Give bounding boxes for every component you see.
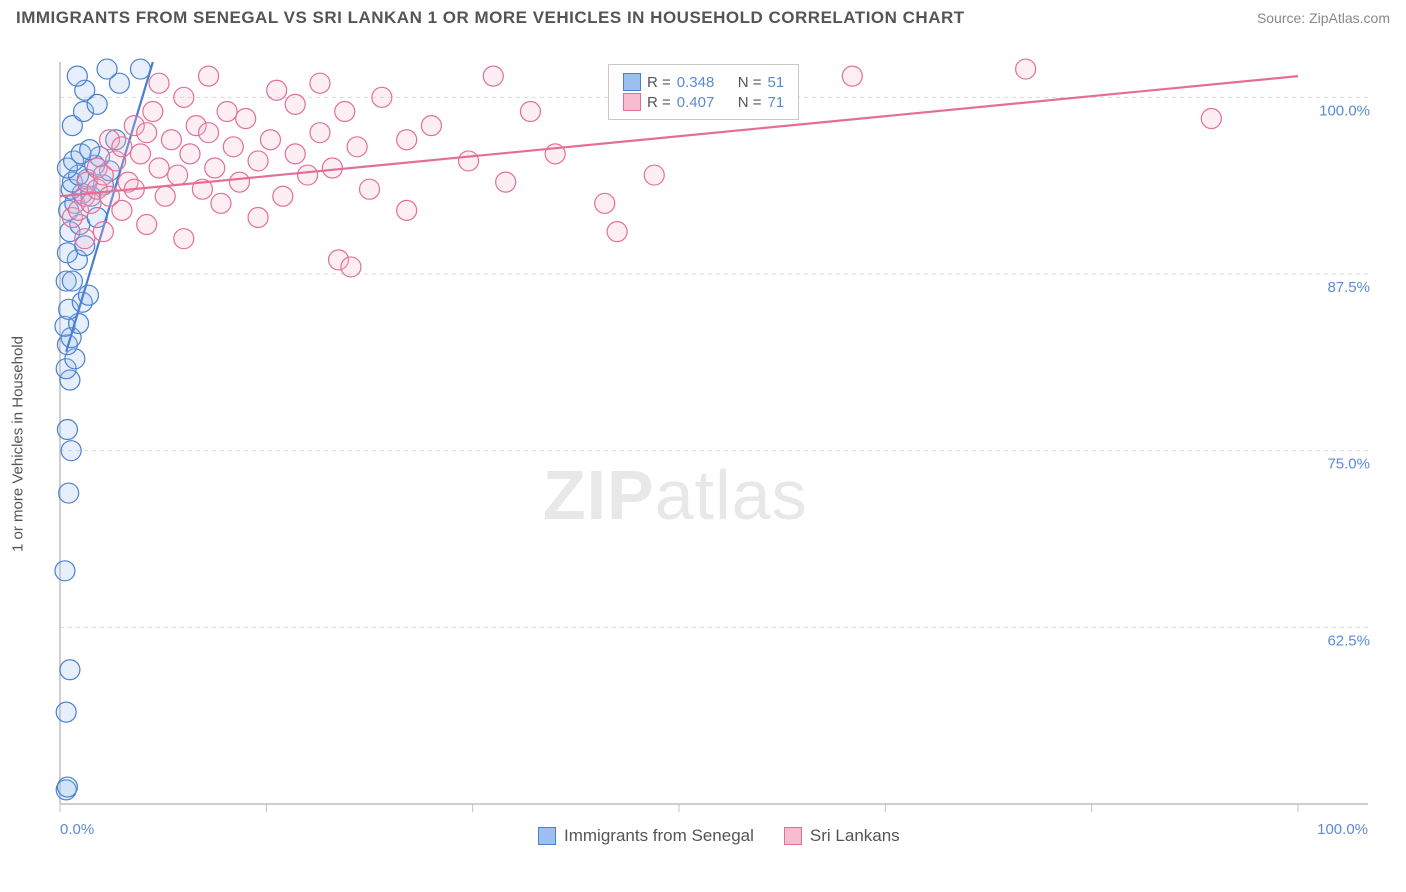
chart-title: IMMIGRANTS FROM SENEGAL VS SRI LANKAN 1 … bbox=[16, 8, 965, 28]
legend-series: Immigrants from Senegal Sri Lankans bbox=[538, 826, 900, 846]
title-bar: IMMIGRANTS FROM SENEGAL VS SRI LANKAN 1 … bbox=[0, 0, 1406, 32]
svg-text:75.0%: 75.0% bbox=[1327, 456, 1370, 473]
svg-text:100.0%: 100.0% bbox=[1317, 821, 1368, 838]
svg-text:87.5%: 87.5% bbox=[1327, 279, 1370, 296]
chart-area: 1 or more Vehicles in Household 62.5%75.… bbox=[48, 44, 1388, 844]
svg-text:62.5%: 62.5% bbox=[1327, 632, 1370, 649]
legend-item-srilankan: Sri Lankans bbox=[784, 826, 900, 846]
y-axis-label: 1 or more Vehicles in Household bbox=[10, 336, 27, 552]
scatter-plot: 62.5% 75.0% 87.5% 100.0% 0.0% 100.0% bbox=[48, 44, 1388, 844]
legend-item-senegal: Immigrants from Senegal bbox=[538, 826, 754, 846]
svg-text:100.0%: 100.0% bbox=[1319, 102, 1370, 119]
legend-correlation: R =0.348N =51 R =0.407N =71 bbox=[608, 64, 799, 120]
legend-row-senegal: R =0.348N =51 bbox=[623, 73, 784, 91]
legend-row-srilankan: R =0.407N =71 bbox=[623, 93, 784, 111]
source-label: Source: ZipAtlas.com bbox=[1257, 10, 1390, 26]
svg-text:0.0%: 0.0% bbox=[60, 821, 94, 838]
